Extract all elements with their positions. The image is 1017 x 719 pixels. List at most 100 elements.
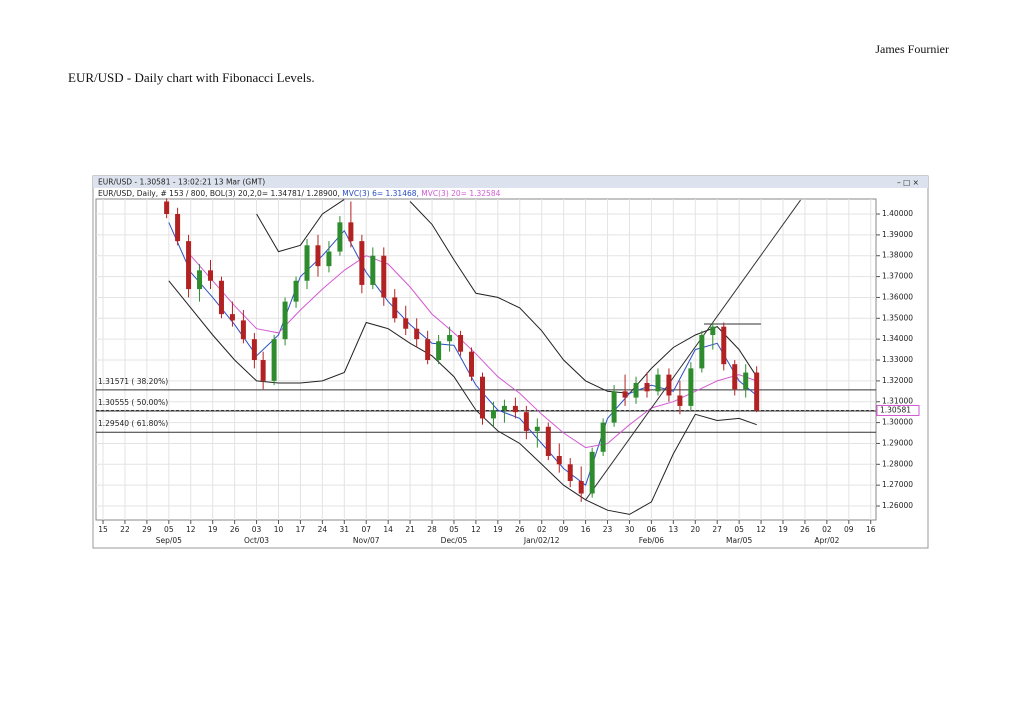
y-tick-label: 1.28000 <box>882 459 913 468</box>
candle-body <box>403 318 409 329</box>
candle-body <box>251 339 257 361</box>
x-tick-label: 26 <box>515 525 525 534</box>
indicator-line <box>409 201 758 394</box>
x-tick-label: 05 <box>734 525 744 534</box>
y-tick-label: 1.34000 <box>882 334 913 343</box>
x-tick-label: 09 <box>844 525 854 534</box>
candle-body <box>337 222 343 252</box>
candle-body <box>589 451 595 494</box>
candle-body <box>556 455 562 465</box>
legend-entry: MVC(3) 20= 1.32584 <box>421 189 500 198</box>
last-price-box <box>876 404 920 416</box>
y-tick-label: 1.38000 <box>882 251 913 260</box>
x-tick-label: 27 <box>712 525 722 534</box>
x-tick-label: 24 <box>318 525 328 534</box>
y-tick-label: 1.40000 <box>882 209 913 218</box>
x-tick-label: 16 <box>866 525 876 534</box>
fib-label: 1.30555 ( 50.00%) <box>98 398 168 407</box>
candle-body <box>447 334 453 342</box>
caption: EUR/USD - Daily chart with Fibonacci Lev… <box>68 70 315 85</box>
candle-body <box>414 328 420 340</box>
candle-body <box>512 405 518 413</box>
x-tick-label: 16 <box>581 525 591 534</box>
title-bar <box>93 176 928 188</box>
window-controls[interactable]: – □ × <box>897 178 919 187</box>
chart-title: EUR/USD - 1.30581 - 13:02:21 13 Mar (GMT… <box>98 178 265 187</box>
candle-body <box>392 297 398 319</box>
candle-body <box>732 364 738 390</box>
candle-body <box>611 391 617 423</box>
month-label: Nov/07 <box>353 536 380 545</box>
candle-body <box>677 395 683 406</box>
x-tick-label: 19 <box>208 525 218 534</box>
candle-body <box>644 382 650 392</box>
x-tick-label: 09 <box>559 525 569 534</box>
month-label: Sep/05 <box>156 536 182 545</box>
y-tick-label: 1.29000 <box>882 438 913 447</box>
x-tick-label: 02 <box>537 525 547 534</box>
candle-body <box>622 391 628 398</box>
candle-body <box>186 241 192 290</box>
candle-body <box>218 280 224 315</box>
x-tick-label: 05 <box>449 525 459 534</box>
x-tick-label: 19 <box>493 525 503 534</box>
month-label: Jan/02/12 <box>523 536 560 545</box>
x-tick-label: 26 <box>230 525 240 534</box>
x-tick-label: 06 <box>647 525 657 534</box>
trendline <box>585 199 801 501</box>
candle-body <box>293 280 299 302</box>
candle-body <box>359 241 365 285</box>
legend: EUR/USD, Daily, # 153 / 800, BOL(3) 20,2… <box>98 189 501 198</box>
candle-body <box>743 372 749 390</box>
y-tick-label: 1.26000 <box>882 501 913 510</box>
candle-body <box>545 426 551 456</box>
chart-info: EUR/USD, Daily, # 153 / 800, <box>98 189 207 198</box>
candle-body <box>655 374 661 392</box>
y-tick-label: 1.31000 <box>882 397 913 406</box>
candle-body <box>523 412 529 431</box>
x-tick-label: 22 <box>120 525 130 534</box>
indicator-line <box>256 198 345 253</box>
month-label: Apr/02 <box>814 536 839 545</box>
candle-body <box>348 222 354 242</box>
y-tick-label: 1.30000 <box>882 418 913 427</box>
x-tick-label: 13 <box>669 525 679 534</box>
candle-body <box>754 372 760 411</box>
candle-body <box>304 245 310 281</box>
legend-entry: MVC(3) 6= 1.31468, <box>342 189 419 198</box>
y-tick-label: 1.37000 <box>882 272 913 281</box>
x-tick-label: 03 <box>252 525 262 534</box>
fib-label: 1.29540 ( 61.80%) <box>98 419 168 428</box>
candle-body <box>534 426 540 431</box>
x-tick-label: 28 <box>427 525 437 534</box>
indicator-line <box>168 222 758 487</box>
x-tick-label: 20 <box>690 525 700 534</box>
candle-body <box>490 410 496 419</box>
x-tick-label: 31 <box>340 525 350 534</box>
x-tick-label: 23 <box>603 525 613 534</box>
y-tick-label: 1.33000 <box>882 355 913 364</box>
x-tick-label: 19 <box>778 525 788 534</box>
x-tick-label: 05 <box>164 525 174 534</box>
candle-body <box>469 351 475 377</box>
candle-body <box>567 464 573 481</box>
candle-body <box>164 201 170 215</box>
candle-body <box>710 326 716 335</box>
candle-body <box>633 382 639 398</box>
candle-body <box>578 480 584 494</box>
x-tick-label: 30 <box>625 525 635 534</box>
candle-body <box>315 245 321 267</box>
candle-body <box>666 374 672 396</box>
y-tick-label: 1.35000 <box>882 313 913 322</box>
fib-label: 1.31571 ( 38.20%) <box>98 377 168 386</box>
candle-body <box>600 422 606 452</box>
candle-body <box>326 251 332 267</box>
month-label: Mar/05 <box>726 536 752 545</box>
last-price-label: 1.30581 <box>880 405 911 414</box>
candle-body <box>175 214 181 242</box>
x-tick-label: 07 <box>361 525 371 534</box>
x-tick-label: 15 <box>98 525 108 534</box>
x-tick-label: 17 <box>296 525 306 534</box>
candle-body <box>425 339 431 361</box>
